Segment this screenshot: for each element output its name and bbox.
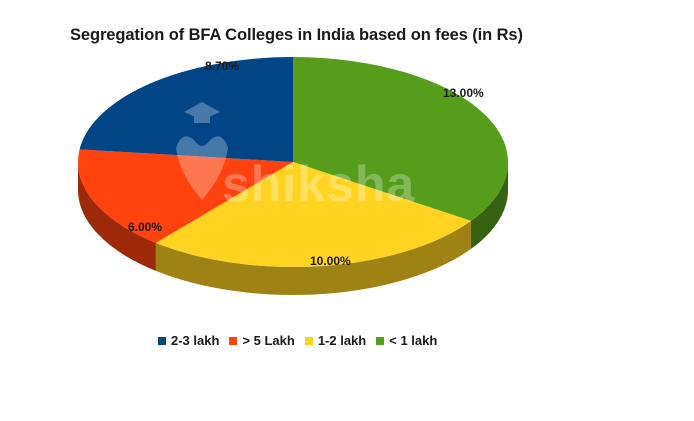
legend-item-below-1-lakh: < 1 lakh (376, 333, 437, 348)
pie-slice-2-3-lakh (79, 57, 293, 162)
pie-sides (78, 162, 508, 295)
legend-swatch (304, 336, 313, 345)
data-labels: 13.00% 10.00% 6.00% 8.70% (128, 59, 484, 268)
legend-item-2-3-lakh: 2-3 lakh (158, 333, 219, 348)
legend-swatch (158, 336, 166, 345)
legend-swatch (229, 336, 238, 345)
slice-side (78, 162, 156, 271)
legend-label: 2-3 lakh (171, 333, 220, 348)
legend-label: > 5 Lakh (242, 333, 295, 348)
legend-label: 1-2 lakh (317, 333, 367, 348)
legend-item-above-5-lakh: > 5 Lakh (229, 333, 295, 348)
pie-slice--1-lakh (293, 57, 508, 221)
data-label: 8.70% (205, 59, 239, 73)
pie-slice--5-lakh (78, 149, 293, 243)
slice-side (155, 220, 471, 295)
legend-label: < 1 lakh (389, 333, 438, 348)
data-label: 6.00% (128, 220, 162, 234)
pie-slice-1-2-lakh (155, 162, 471, 267)
data-label: 13.00% (443, 86, 484, 100)
chart-title: Segregation of BFA Colleges in India bas… (70, 26, 523, 44)
pie-slices (78, 57, 508, 267)
data-label: 10.00% (310, 254, 351, 268)
legend-swatch (376, 336, 385, 345)
slice-side (470, 162, 508, 249)
legend-item-1-2-lakh: 1-2 lakh (304, 333, 367, 348)
chart-legend: 2-3 lakh > 5 Lakh 1-2 lakh < 1 lakh (158, 333, 447, 348)
